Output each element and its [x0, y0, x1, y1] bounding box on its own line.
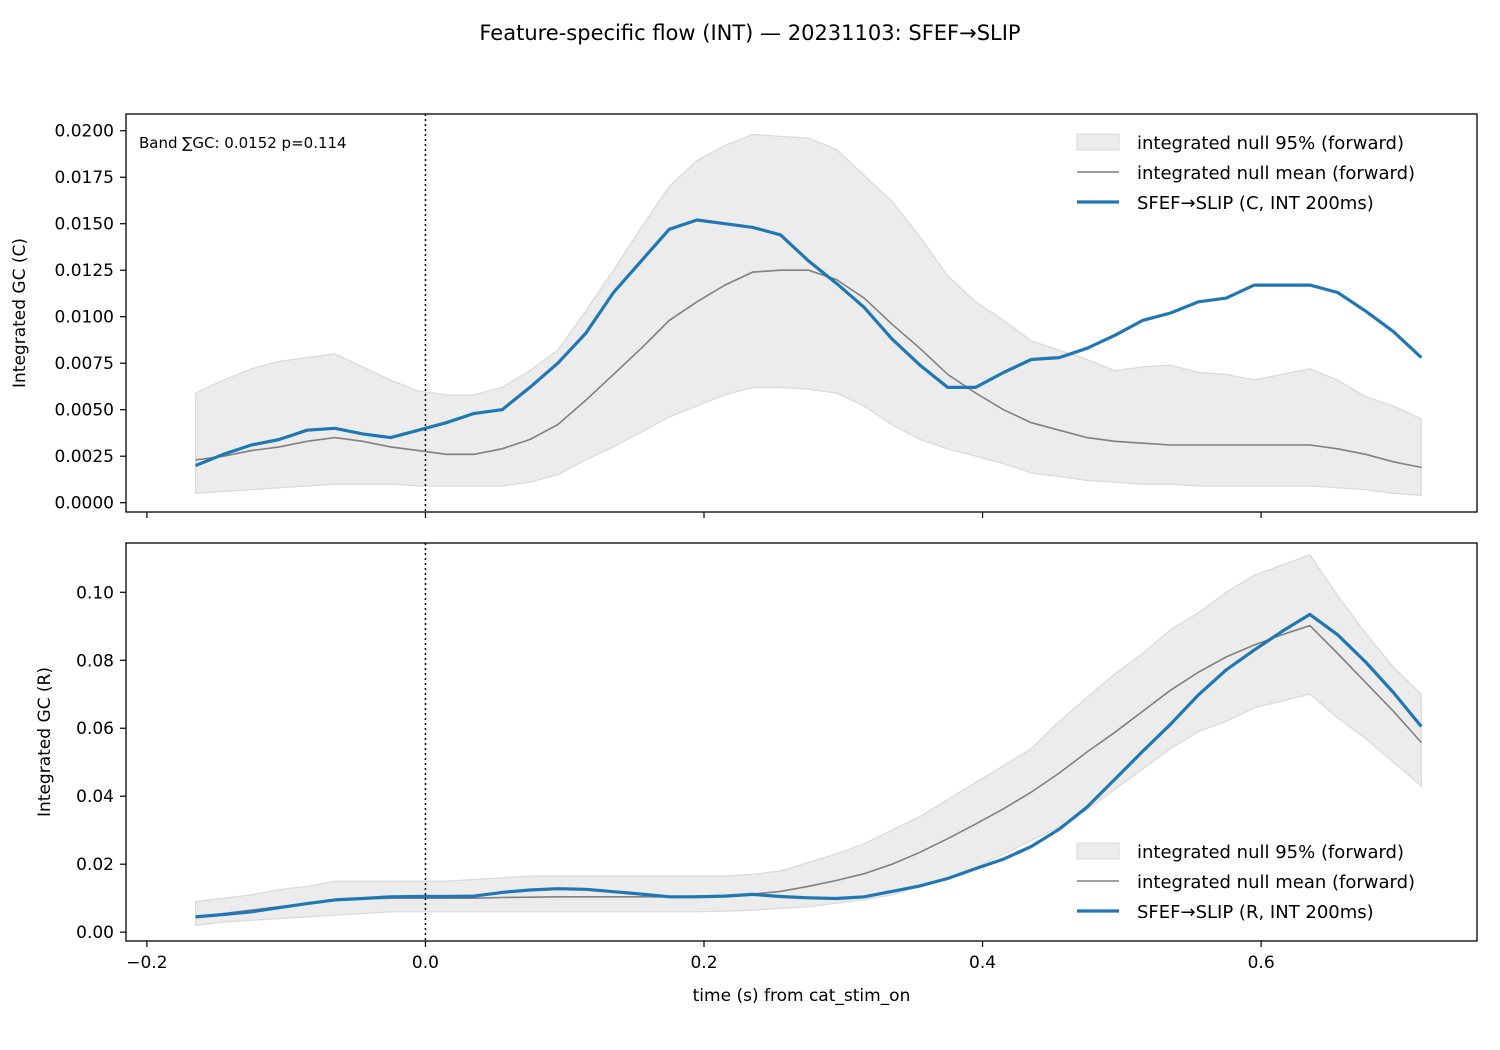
legend-label: integrated null 95% (forward): [1137, 133, 1404, 154]
x-tick-label: 0.6: [1248, 953, 1275, 973]
legend-swatch-band: [1076, 842, 1120, 860]
y-tick-label: 0.0050: [55, 401, 114, 421]
top-panel: 0.0000 0.0025 0.0050 0.0075 0.0100 0.0125 0.01…: [10, 113, 1478, 518]
x-tick-label: 0.2: [690, 953, 717, 973]
axes-frame: [125, 113, 1478, 513]
axes-frame: [125, 542, 1478, 942]
legend-label: SFEF→SLIP (C, INT 200ms): [1137, 193, 1374, 214]
figure-title: Feature-specific flow (INT) — 20231103: …: [479, 21, 1020, 45]
y-tick-label: 0.0150: [55, 215, 114, 235]
legend-label: integrated null mean (forward): [1137, 163, 1415, 184]
observed-series-line: [195, 218, 1423, 467]
y-tick-label: 0.0175: [55, 168, 114, 188]
bottom-panel: 0.00 0.02 0.04 0.06 0.08 0.10 −0.2 0.0 0.2 0.4 0.6…: [35, 542, 1478, 1006]
legend-label: integrated null mean (forward): [1137, 872, 1415, 893]
null-mean-line: [195, 269, 1422, 469]
y-tick-label: 0.0200: [55, 122, 114, 142]
y-tick-label: 0.06: [76, 719, 114, 739]
y-axis-label: Integrated GC (C): [10, 238, 30, 388]
legend-swatch-band: [1076, 133, 1120, 151]
y-tick-label: 0.02: [76, 855, 114, 875]
x-axis-label: time (s) from cat_stim_on: [693, 986, 911, 1006]
null-band: [195, 554, 1422, 927]
y-tick-label: 0.0025: [55, 447, 114, 467]
x-tick-label: 0.4: [969, 953, 996, 973]
y-tick-label: 0.0125: [55, 261, 114, 281]
x-tick-label: 0.0: [412, 953, 439, 973]
band-annotation: Band ∑GC: 0.0152 p=0.114: [139, 134, 347, 152]
x-tick-label: −0.2: [126, 953, 167, 973]
observed-series-line: [195, 612, 1423, 919]
legend-label: SFEF→SLIP (R, INT 200ms): [1137, 902, 1374, 923]
y-tick-label: 0.00: [76, 923, 114, 943]
y-tick-label: 0.0000: [55, 494, 114, 514]
y-axis-label: Integrated GC (R): [35, 667, 55, 817]
y-tick-label: 0.04: [76, 787, 114, 807]
y-tick-label: 0.10: [76, 583, 114, 603]
y-tick-label: 0.0075: [55, 354, 114, 374]
y-tick-label: 0.0100: [55, 308, 114, 328]
y-tick-label: 0.08: [76, 651, 114, 671]
null-band: [195, 133, 1422, 496]
legend-label: integrated null 95% (forward): [1137, 842, 1404, 863]
